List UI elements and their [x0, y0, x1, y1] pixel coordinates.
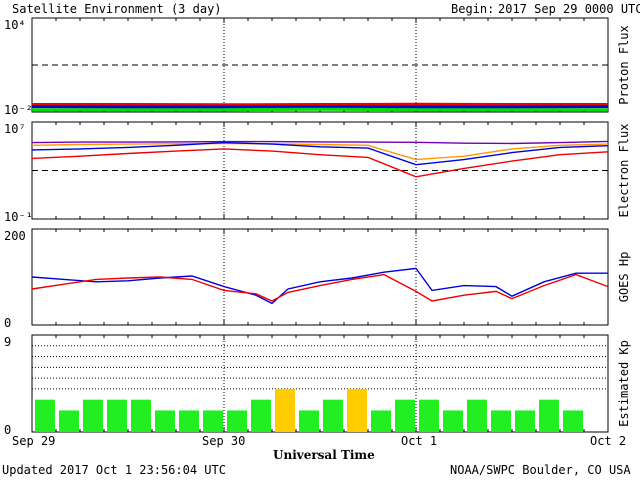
proton-ytick-top: 10⁴: [4, 18, 26, 32]
kp-bar: [491, 410, 511, 432]
kp-bar: [515, 410, 535, 432]
kp-bar: [59, 410, 79, 432]
kp-bar: [419, 399, 439, 432]
kp-panel: 9 0 Estimated Kp: [4, 334, 631, 437]
electron-series-blue: [31, 141, 609, 166]
goes_hp-ytick-bottom: 0: [4, 316, 11, 330]
proton-ylabel: Proton Flux: [617, 25, 631, 104]
electron-series-red: [31, 148, 609, 178]
proton-panel: 10⁴ 10⁻² Proton Flux: [4, 17, 631, 117]
kp-bar: [467, 399, 487, 432]
kp-bar: [347, 388, 367, 432]
goes_hp-ytick-top: 200: [4, 229, 26, 243]
kp-bar: [131, 399, 151, 432]
x-tick-label-oct2: Oct 2: [590, 434, 626, 448]
goes_hp-series-blue: [31, 267, 608, 305]
kp-ytick-bottom: 0: [4, 423, 11, 437]
kp-bar: [323, 399, 343, 432]
kp-bar: [299, 410, 319, 432]
x-tick-label-sep30: Sep 30: [202, 434, 245, 448]
electron-panel: 10⁷ 10⁻¹ Electron Flux: [4, 121, 631, 224]
kp-bar: [395, 399, 415, 432]
electron-series-orange: [31, 142, 609, 161]
chart-title: Satellite Environment (3 day): [12, 2, 222, 16]
credit-text: NOAA/SWPC Boulder, CO USA: [450, 463, 631, 477]
x-tick-label-oct1: Oct 1: [401, 434, 437, 448]
proton-ytick-bottom: 10⁻²: [4, 103, 33, 117]
panels: 10⁴ 10⁻² Proton Flux 10⁷ 10⁻¹ Electron Flux 20…: [4, 17, 631, 437]
kp-bar: [251, 399, 271, 432]
proton-frame: [31, 17, 609, 113]
begin-value: 2017 Sep 29 0000 UTC: [498, 2, 640, 16]
kp-bar: [275, 388, 295, 432]
kp-bar: [227, 410, 247, 432]
kp-bar: [443, 410, 463, 432]
kp-bar: [35, 399, 55, 432]
kp-bar: [83, 399, 103, 432]
electron-frame: [31, 121, 609, 220]
kp-bar: [371, 410, 391, 432]
electron-ylabel: Electron Flux: [617, 124, 631, 218]
kp-bar: [539, 399, 559, 432]
kp-ylabel: Estimated Kp: [617, 340, 631, 427]
updated-timestamp: Updated 2017 Oct 1 23:56:04 UTC: [2, 463, 226, 477]
x-tick-label-sep29: Sep 29: [12, 434, 55, 448]
goes_hp-panel: 200 0 GOES Hp: [4, 228, 631, 330]
kp-ytick-top: 9: [4, 335, 11, 349]
kp-bar: [107, 399, 127, 432]
electron-ytick-bottom: 10⁻¹: [4, 210, 33, 224]
goes_hp-frame: [31, 228, 609, 326]
goes_hp-series-red: [31, 273, 609, 302]
kp-bar: [179, 410, 199, 432]
kp-bar: [203, 410, 223, 432]
kp-bar: [155, 410, 175, 432]
electron-series-purple: [31, 140, 609, 145]
kp-bar: [563, 410, 583, 432]
begin-label: Begin:: [451, 2, 494, 16]
proton-series-green: [32, 107, 608, 112]
x-axis-title: Universal Time: [273, 448, 375, 462]
proton-series-red: [32, 102, 608, 107]
goes_hp-ylabel: GOES Hp: [617, 252, 631, 303]
electron-ytick-top: 10⁷: [4, 122, 26, 136]
